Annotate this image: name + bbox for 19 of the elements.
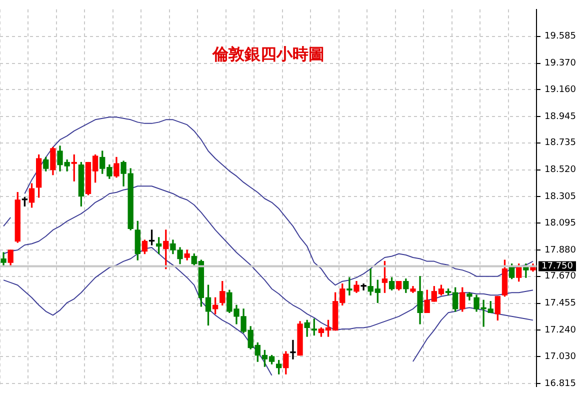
candlestick: [360, 284, 366, 290]
candlestick: [346, 277, 352, 296]
y-tick-label: 18.945: [544, 112, 576, 122]
y-tick-label: 18.520: [544, 165, 576, 176]
text: 倫敦銀四小時圖: [211, 44, 324, 64]
ref-line-label: 17.750: [542, 262, 574, 272]
y-tick-label: 17.030: [544, 352, 576, 362]
candlestick: [290, 340, 296, 360]
y-tick-label: 18.735: [544, 138, 576, 148]
y-tick-label: 17.670: [544, 272, 576, 282]
y-tick-label: 17.455: [544, 298, 576, 309]
y-tick-label: 18.305: [544, 192, 576, 202]
y-tick-label: 19.370: [544, 58, 576, 69]
y-tick-label: 16.815: [544, 378, 576, 389]
y-tick-label: 17.880: [544, 245, 576, 256]
y-tick-label: 17.240: [544, 326, 576, 336]
y-tick-label: 19.160: [544, 84, 576, 95]
y-tick-label: 18.095: [544, 218, 576, 228]
y-tick-label: 19.585: [544, 32, 576, 42]
